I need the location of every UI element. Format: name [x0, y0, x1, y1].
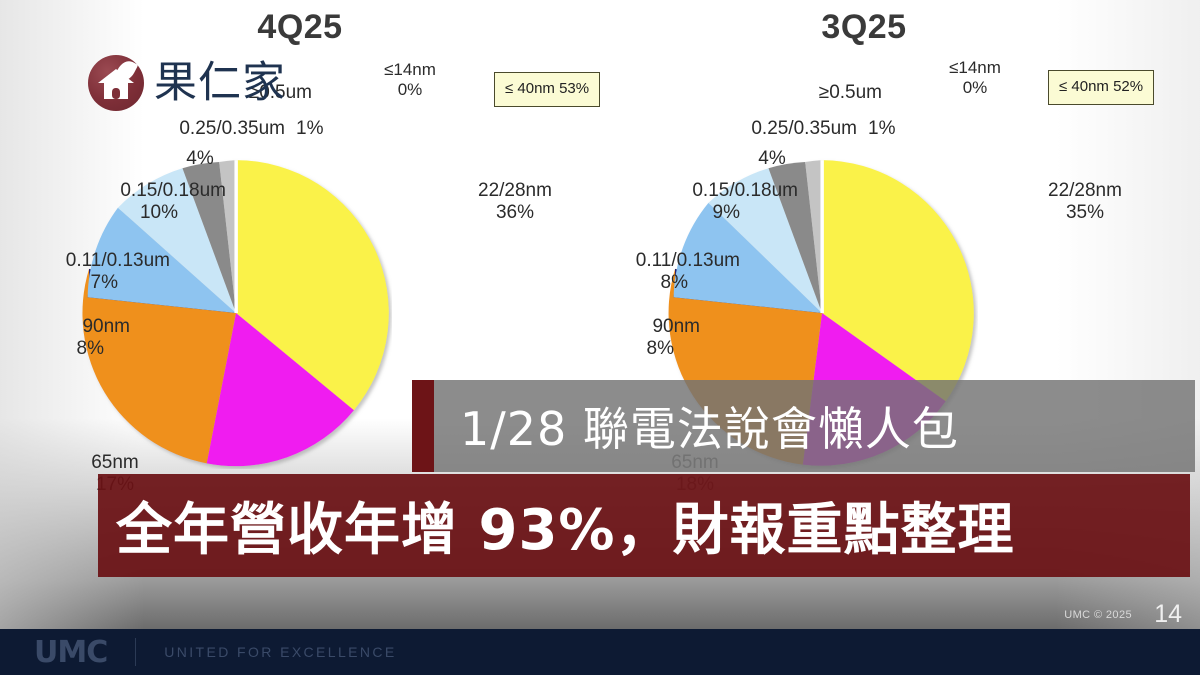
slice-015-018um [117, 168, 236, 313]
pie-svg-left [82, 160, 389, 467]
label-ge05um-left: ≥0.5um [200, 82, 312, 104]
label-025-035um-left: 0.25/0.35um [110, 118, 285, 140]
label-ge05um-pct-left: 1% [296, 118, 323, 140]
slice-22-28nm [822, 160, 974, 402]
house-icon [88, 55, 144, 111]
label-pct: 8% [646, 338, 674, 360]
banner-accent-bar [412, 380, 434, 472]
label-015-018um-right: 0.15/0.18um 9% [628, 180, 798, 225]
slice-025-035um [768, 161, 822, 313]
slice-011-013um [87, 207, 236, 313]
footer-divider [135, 638, 137, 666]
label-22-28nm-right: 22/28nm 35% [1020, 180, 1150, 225]
label-name: ≥0.5um [248, 82, 312, 103]
overlay-subtitle-text: 1/28 聯電法說會懶人包 [460, 402, 959, 456]
label-pct: 1% [296, 118, 324, 139]
label-pct: 8% [76, 338, 104, 360]
label-name: 0.25/0.35um [751, 118, 857, 139]
chart-title-left: 4Q25 [257, 8, 343, 46]
label-90nm-right: 90nm 8% [590, 316, 700, 361]
pie-chart-4q25: 4Q25 [0, 0, 601, 620]
copyright-text: UMC © 2025 [1064, 609, 1132, 621]
label-pct: 35% [1065, 202, 1105, 224]
label-015-018um-left: 0.15/0.18um 10% [56, 180, 226, 225]
page-number: 14 [1154, 600, 1182, 628]
pie-gap-left [234, 160, 238, 313]
label-pct: 0% [962, 78, 988, 98]
label-name: 22/28nm [1048, 180, 1122, 201]
slice-ge05um [805, 160, 822, 313]
label-pct: 36% [495, 202, 535, 224]
pie-graphic-left [80, 157, 392, 469]
label-name: ≥0.5um [818, 82, 882, 103]
slice-65nm [82, 268, 237, 464]
label-011-013um-right: 0.11/0.13um 8% [580, 250, 740, 295]
summary-value-right: 52% [1113, 78, 1144, 95]
label-name: 90nm [652, 316, 700, 337]
overlay-subtitle-banner: 1/28 聯電法說會懶人包 [412, 380, 1195, 472]
label-pct: 7% [90, 272, 118, 294]
label-025-035um-right: 0.25/0.35um [682, 118, 857, 140]
watermark-brand-text: 果仁家 [154, 57, 286, 108]
label-pct: 8% [660, 272, 688, 294]
slice-ge05um [219, 160, 236, 313]
slice-011-013um [673, 202, 822, 313]
label-name: 0.15/0.18um [692, 180, 798, 201]
label-ge05um-pct-right: 1% [868, 118, 895, 140]
house-glyph [98, 69, 134, 99]
slice-22-28nm [236, 160, 389, 411]
label-name: 0.15/0.18um [120, 180, 226, 201]
slice-015-018um [708, 168, 822, 313]
label-90nm-left: 90nm 8% [20, 316, 130, 361]
label-le14nm-left: ≤14nm 0% [360, 60, 460, 100]
label-pct: 1% [868, 118, 896, 139]
label-name: ≤14nm [384, 60, 436, 79]
label-22-28nm-left: 22/28nm 36% [450, 180, 580, 225]
summary-box-right: ≤ 40nm 52% [1048, 70, 1155, 106]
umc-footer-bar: UMC UNITED FOR EXCELLENCE [0, 629, 1200, 675]
label-name: 0.11/0.13um [635, 250, 740, 271]
label-pct: 0% [397, 80, 423, 100]
label-le14nm-right: ≤14nm 0% [925, 58, 1025, 98]
overlay-headline-banner: 全年營收年增 93%，財報重點整理 [98, 474, 1190, 577]
summary-label-left: ≤ 40nm [505, 80, 555, 97]
pie-gap-right [820, 160, 824, 313]
chart-title-right: 3Q25 [821, 8, 907, 46]
label-name: 0.25/0.35um [179, 118, 285, 139]
label-name: 65nm [91, 452, 139, 473]
label-name: ≤14nm [949, 58, 1001, 77]
slice-025-035um [182, 161, 236, 313]
summary-value-left: 53% [559, 80, 590, 97]
label-025-035um-pct-right: 4% [732, 148, 812, 170]
umc-tagline: UNITED FOR EXCELLENCE [164, 644, 397, 660]
label-name: 22/28nm [478, 180, 552, 201]
label-name: 0.11/0.13um [65, 250, 170, 271]
watermark-logo: 果仁家 [88, 52, 318, 114]
label-011-013um-left: 0.11/0.13um 7% [10, 250, 170, 295]
overlay-headline-text: 全年營收年增 93%，財報重點整理 [116, 498, 1015, 563]
summary-label-right: ≤ 40nm [1059, 78, 1109, 95]
label-ge05um-right: ≥0.5um [770, 82, 882, 104]
label-pct: 10% [139, 202, 178, 224]
label-name: 90nm [82, 316, 130, 337]
summary-box-left: ≤ 40nm 53% [494, 72, 601, 108]
label-pct: 4% [758, 148, 786, 169]
label-025-035um-pct-left: 4% [160, 148, 240, 170]
slice-40nm [206, 313, 354, 467]
label-pct: 4% [186, 148, 214, 169]
label-pct: 9% [712, 202, 740, 224]
umc-logo-text: UMC [34, 634, 108, 670]
